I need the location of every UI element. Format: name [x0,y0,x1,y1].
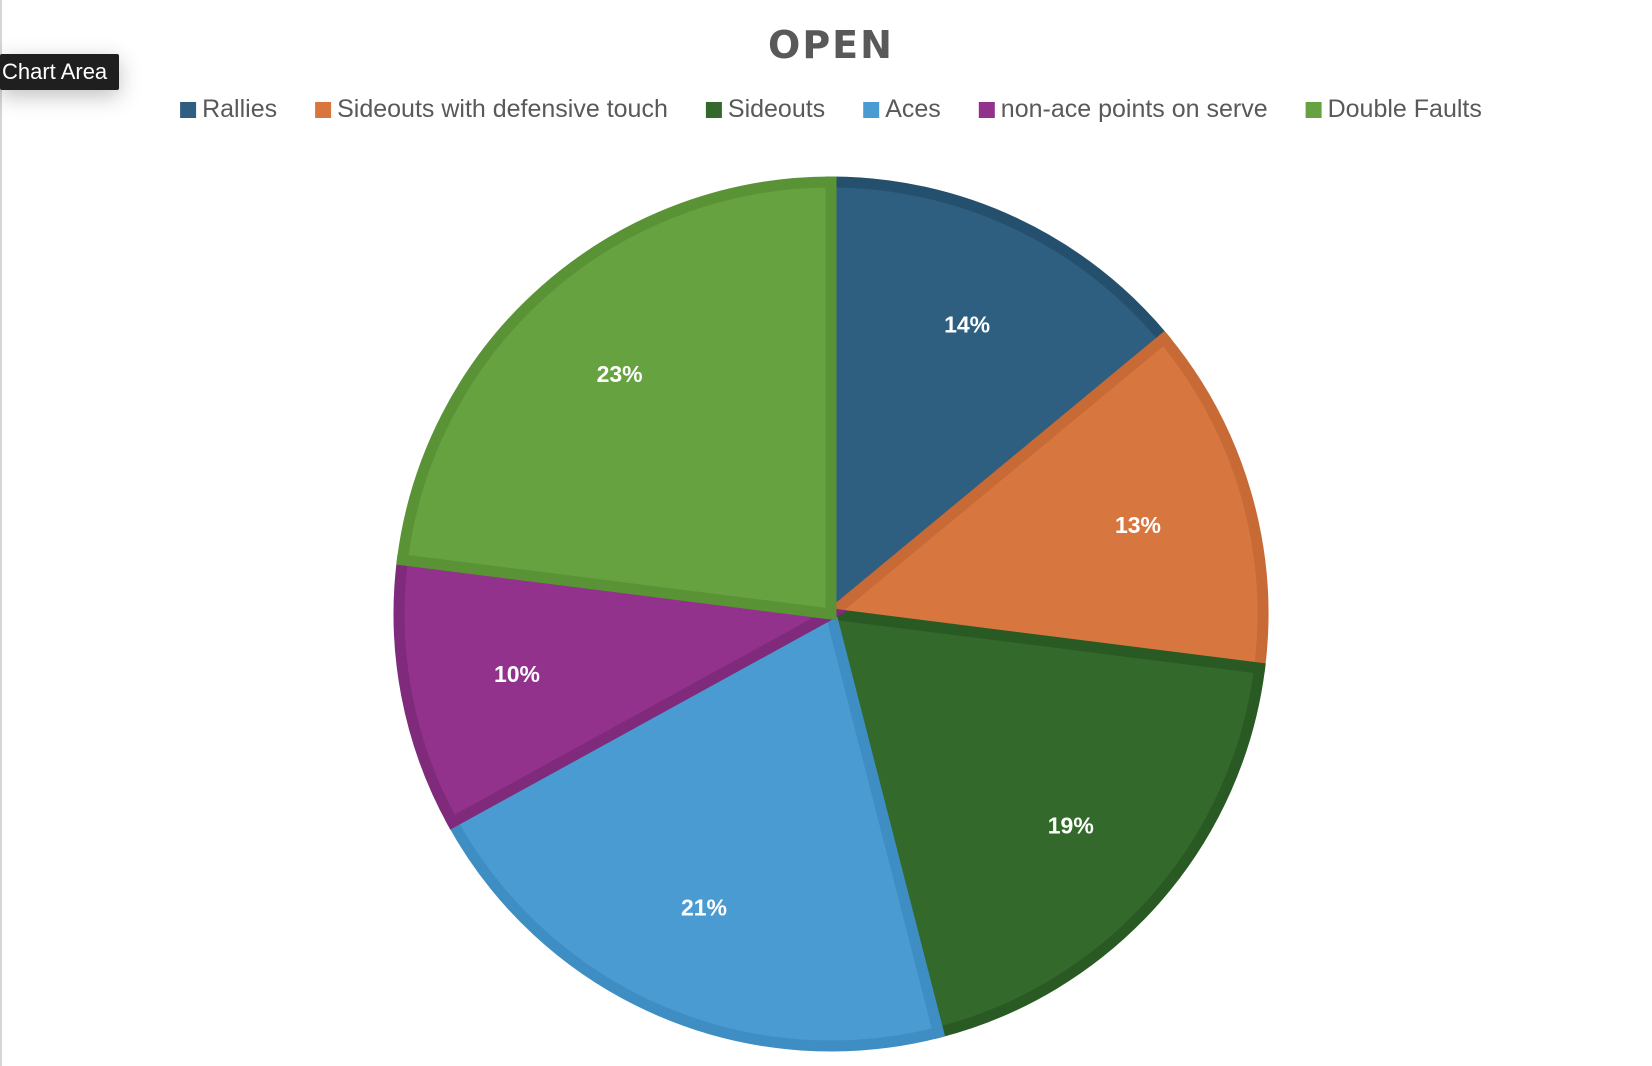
sheet-left-edge [0,0,2,1066]
legend-swatch [863,102,880,118]
legend-label: Sideouts [728,95,825,123]
legend-item-sideouts[interactable]: Sideouts [705,95,825,123]
legend-label: Sideouts with defensive touch [337,95,668,123]
data-label-non-ace-points-on-serve[interactable]: 10% [494,661,540,687]
data-labels[interactable]: 14% 13% 19% 21% 10% 23% [494,312,1161,921]
legend-item-sideouts-with-defensive-touch[interactable]: Sideouts with defensive touch [315,95,668,123]
legend-item-aces[interactable]: Aces [863,95,941,123]
data-label-sideouts-with-defensive-touch[interactable]: 13% [1115,512,1161,538]
pie-slice-non-ace-points-on-serve[interactable] [393,553,849,830]
legend-swatch [315,102,332,118]
pie-slices[interactable] [393,176,1269,1052]
legend-item-non-ace-points-on-serve[interactable]: non-ace points on serve [978,95,1268,123]
data-label-aces[interactable]: 21% [681,894,727,920]
data-label-double-faults[interactable]: 23% [597,361,643,387]
data-label-sideouts[interactable]: 19% [1048,812,1094,838]
legend-swatch [180,102,197,118]
legend-swatch [705,102,722,118]
chart-area-tooltip: Chart Area [0,54,120,90]
chart-legend[interactable]: Rallies Sideouts with defensive touch Side… [180,95,1482,123]
pie-slice-aces[interactable] [444,605,946,1052]
legend-swatch [978,102,995,118]
pie-slice-double-faults[interactable] [396,176,837,621]
pie-slice-rallies[interactable] [825,176,1172,626]
legend-label: Double Faults [1328,95,1482,123]
legend-item-double-faults[interactable]: Double Faults [1305,95,1482,123]
legend-label: Rallies [202,95,277,123]
legend-label: Aces [885,95,941,123]
data-label-rallies[interactable]: 14% [944,312,990,338]
pie-slice-sideouts-with-defensive-touch[interactable] [817,330,1269,675]
pie-slice-sideouts[interactable] [823,607,1266,1040]
chart-title[interactable]: OPEN [768,23,894,67]
legend-label: non-ace points on serve [1001,95,1268,123]
legend-item-rallies[interactable]: Rallies [180,95,277,123]
legend-swatch [1305,102,1322,118]
